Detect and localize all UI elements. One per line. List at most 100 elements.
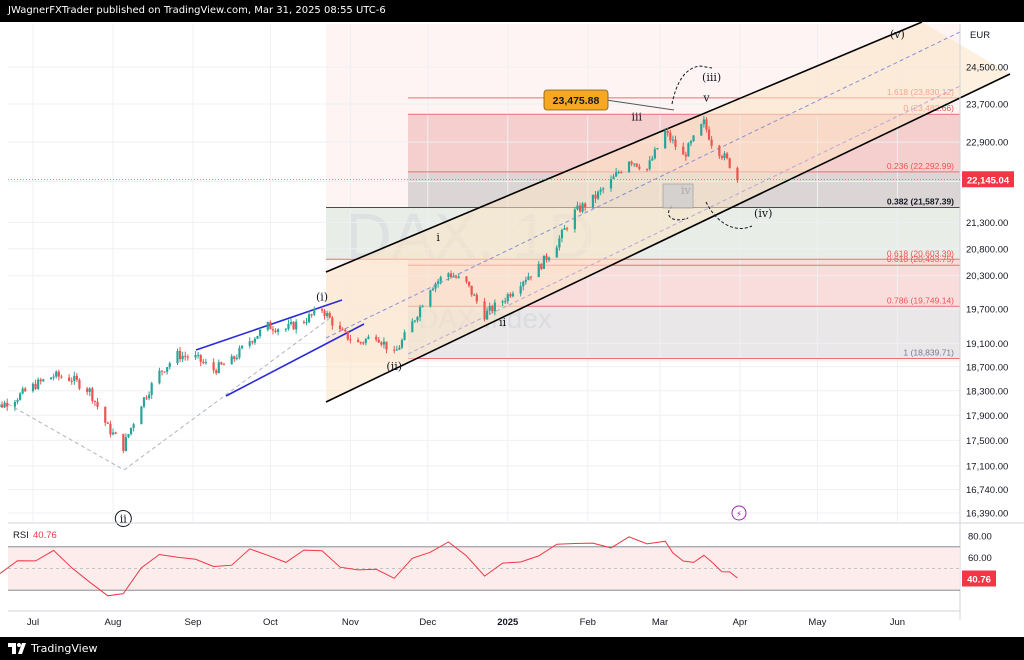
tradingview-logo[interactable]: TradingView — [8, 642, 97, 655]
candle-body — [253, 338, 257, 343]
candle-body — [24, 388, 27, 392]
candle-body — [563, 228, 566, 230]
candle-body — [212, 362, 215, 371]
wave-label: (v) — [890, 28, 905, 41]
candle-body — [584, 203, 587, 208]
candle-body — [602, 188, 605, 190]
candle-body — [537, 263, 540, 278]
candle-body — [723, 153, 726, 159]
candle-body — [692, 135, 695, 142]
candle-body — [142, 397, 146, 407]
price-tick-label: 17,500.00 — [966, 436, 1008, 447]
channel-upper-line — [325, 22, 923, 273]
candle-body — [375, 336, 378, 340]
trend-channel[interactable] — [7, 22, 1011, 471]
candle-body — [380, 342, 383, 345]
event-flag-icon: ⚡ — [731, 505, 747, 521]
candle-body — [457, 276, 460, 278]
candle-body — [186, 356, 189, 358]
candle-body — [240, 345, 244, 349]
candle-body — [287, 323, 290, 329]
candle-body — [682, 146, 685, 155]
candle-body — [52, 376, 55, 378]
candle-body — [646, 168, 649, 170]
candle-body — [284, 328, 287, 330]
candle-body — [504, 301, 507, 303]
candles — [0, 115, 739, 454]
candle-body — [269, 322, 272, 330]
candle-body — [635, 163, 638, 167]
candle-body — [431, 288, 435, 291]
candle-body — [522, 281, 525, 287]
candle-body — [150, 383, 153, 395]
candle-body — [88, 388, 91, 392]
price-tick-label: 21,300.00 — [966, 218, 1008, 229]
candle-body — [594, 194, 597, 199]
candle-body — [199, 354, 202, 362]
rsi-title: RSI — [13, 530, 29, 541]
candle-body — [0, 404, 1, 407]
candle-body — [122, 433, 125, 451]
candle-body — [509, 294, 512, 297]
candle-body — [666, 131, 669, 133]
candle-body — [326, 313, 329, 317]
candle-body — [248, 341, 251, 346]
candle-body — [277, 329, 280, 332]
candle-body — [60, 376, 63, 378]
time-tick-label: Jul — [27, 617, 39, 628]
candle-body — [34, 383, 37, 389]
time-tick-label: Oct — [263, 617, 278, 628]
candle-body — [638, 166, 641, 169]
candle-body — [705, 119, 708, 130]
candle-body — [109, 423, 112, 435]
candle-body — [449, 273, 453, 278]
candle-body — [127, 434, 130, 438]
candle-body — [439, 277, 442, 282]
candle-body — [362, 342, 365, 344]
candle-body — [617, 172, 620, 174]
candle-body — [576, 205, 579, 210]
candle-body — [104, 406, 107, 423]
top-bar: JWagnerFXTrader published on TradingView… — [0, 0, 1024, 22]
candle-body — [578, 205, 582, 212]
candle-body — [591, 194, 595, 208]
candle-body — [566, 228, 569, 230]
time-tick-label: Feb — [580, 617, 596, 628]
candle-body — [57, 371, 60, 377]
candle-body — [377, 339, 380, 343]
candle-body — [222, 364, 226, 366]
time-axis[interactable]: Jul Aug Sep Oct Nov Dec 2025 Feb Mar Apr May Jun — [8, 610, 960, 628]
price-axis[interactable]: EUR24,500.0023,700.0022,900.0022,100.002… — [8, 24, 1014, 620]
candle-body — [382, 341, 386, 345]
candle-body — [349, 339, 352, 341]
dax-chart[interactable]: DAX, 1DDAX Index 1.618 (23,830.12)0 (23,… — [0, 22, 1024, 637]
rsi-pane[interactable]: RSI 40.76 80.00 60.00 40.76 — [0, 522, 1024, 597]
candle-body — [524, 279, 527, 282]
candle-body — [274, 330, 277, 332]
rsi-tick-label: 80.00 — [968, 532, 992, 543]
candle-body — [429, 290, 432, 307]
candle-body — [736, 167, 739, 181]
candle-body — [145, 397, 148, 399]
candle-body — [400, 339, 404, 348]
candle-body — [42, 379, 45, 382]
candle-body — [542, 255, 545, 269]
candle-body — [519, 286, 522, 294]
candle-body — [91, 388, 94, 401]
price-tick-label: 22,900.00 — [966, 138, 1008, 149]
candle-body — [718, 145, 721, 157]
candle-body — [129, 427, 133, 435]
wave-connector-left — [7, 403, 125, 471]
candle-body — [547, 257, 551, 260]
candle-body — [163, 371, 166, 373]
annotations[interactable]: 23,475.88 ⚡ — [543, 65, 753, 521]
price-tick-label: 17,900.00 — [966, 411, 1008, 422]
candle-body — [178, 350, 182, 360]
candle-body — [470, 285, 473, 295]
candle-body — [540, 263, 543, 269]
wave-label: iii — [632, 111, 643, 124]
candle-body — [465, 276, 468, 282]
candle-body — [194, 355, 197, 358]
candle-body — [124, 437, 127, 451]
price-tick-label: 19,100.00 — [966, 339, 1008, 350]
